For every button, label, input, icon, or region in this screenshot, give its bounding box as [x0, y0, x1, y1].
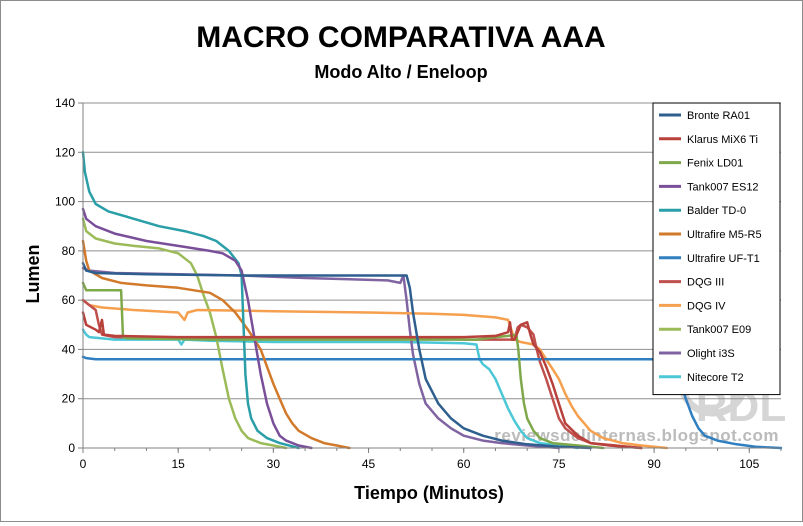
legend-label: Ultrafire M5-R5	[687, 229, 762, 241]
legend-label: DQG IV	[687, 300, 726, 312]
y-axis-label: Lumen	[23, 244, 43, 303]
y-tick-label: 80	[62, 244, 76, 258]
x-tick-label: 0	[80, 457, 87, 471]
series-line	[81, 281, 605, 450]
series-line	[81, 217, 288, 450]
x-tick-label: 15	[172, 457, 186, 471]
y-tick-label: 60	[62, 293, 76, 307]
legend-label: Balder TD-0	[687, 205, 746, 217]
legend-label: Olight i3S	[687, 348, 735, 360]
series-line	[81, 151, 300, 450]
x-tick-label: 105	[739, 457, 759, 471]
legend: Bronte RA01 Klarus MiX6 Ti Fenix LD01 Tank0…	[652, 102, 781, 396]
x-tick-label: 75	[552, 457, 566, 471]
y-tick-label: 140	[55, 96, 75, 110]
series-line	[81, 261, 592, 450]
axis-ticks: 0 20 40 60 80 100 120 140 0 15 30 45 60 75 90 105	[55, 96, 782, 471]
legend-label: Fenix LD01	[687, 158, 743, 170]
series-line	[81, 207, 313, 450]
chart-subtitle: Modo Alto / Eneloop	[314, 62, 487, 82]
axes	[82, 103, 781, 449]
legend-label: Tank007 ES12	[687, 181, 759, 193]
series-layer	[81, 151, 783, 450]
y-tick-label: 40	[62, 342, 76, 356]
x-tick-label: 90	[647, 457, 661, 471]
watermark-text: reviewsdelinternas.blogspot.com	[494, 426, 779, 445]
y-tick-label: 20	[62, 392, 76, 406]
y-tick-label: 0	[68, 441, 75, 455]
x-tick-label: 30	[267, 457, 281, 471]
chart-title: MACRO COMPARATIVA AAA	[196, 21, 605, 54]
y-tick-label: 100	[55, 195, 75, 209]
y-tick-label: 120	[55, 145, 75, 159]
legend-label: Ultrafire UF-T1	[687, 253, 760, 265]
legend-label: Bronte RA01	[687, 110, 750, 122]
legend-box	[652, 102, 781, 396]
series-line	[81, 311, 643, 450]
x-axis-label: Tiempo (Minutos)	[354, 483, 504, 503]
legend-label: DQG III	[687, 277, 724, 289]
x-tick-label: 60	[457, 457, 471, 471]
legend-label: Klarus MiX6 Ti	[687, 134, 758, 146]
x-tick-label: 45	[362, 457, 376, 471]
legend-label: Nitecore T2	[687, 372, 744, 384]
legend-label: Tank007 E09	[687, 324, 751, 336]
